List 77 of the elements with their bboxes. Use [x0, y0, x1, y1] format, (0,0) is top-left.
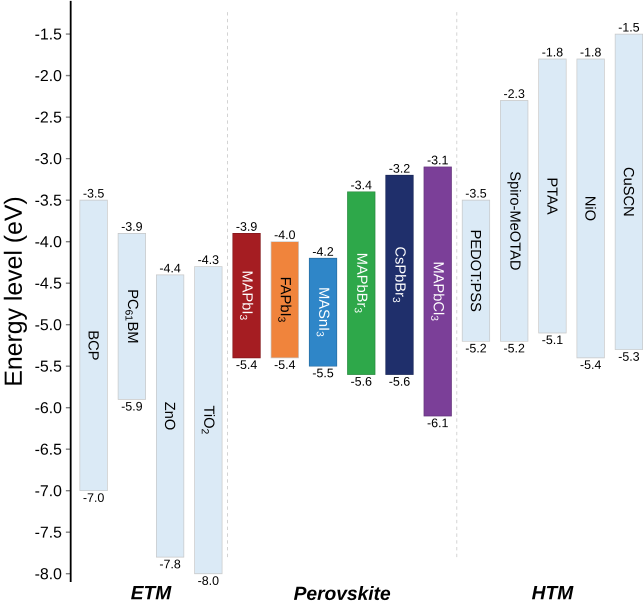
annotation: -5.4	[274, 360, 296, 370]
x-tick-label: BCP	[88, 332, 99, 360]
annotation: -5.4	[580, 360, 601, 370]
x-tick-label: PEDOT:PSS	[470, 230, 482, 312]
bar	[80, 200, 108, 492]
annotation: -5.4	[236, 360, 257, 370]
x-tick-label: FAPbI$_{3}$	[278, 278, 292, 322]
x-tick-label: PTAA	[547, 178, 558, 215]
annotation: -3.9	[236, 222, 257, 231]
bar	[308, 258, 338, 367]
y-axis-title: Energy level (eV)	[4, 198, 27, 385]
y-tick-label: -3.0	[35, 153, 62, 164]
annotation: -4.4	[160, 264, 180, 272]
y-tick-label: -4.0	[35, 236, 62, 248]
y-tick-label: -2.0	[35, 70, 62, 82]
y-tick-label: -3.5	[35, 194, 62, 206]
bar	[576, 58, 605, 358]
x-tick-label: MAPbI$_{3}$	[240, 272, 254, 320]
x-tick-label: MAPbCl$_{3}$	[431, 262, 444, 321]
x-tick-label: TiO$_{2}$	[202, 406, 215, 434]
annotation: -2.3	[504, 89, 524, 98]
annotation: -6.1	[428, 418, 448, 428]
annotation: -5.6	[389, 377, 410, 386]
annotation: -5.1	[542, 336, 563, 344]
bar	[347, 192, 376, 375]
annotation: -5.3	[618, 352, 640, 361]
y-tick-label: -2.5	[35, 112, 62, 123]
annotation: -3.4	[351, 180, 372, 190]
x-tick-label: MASnI$_{3}$	[316, 288, 330, 336]
bar	[462, 200, 490, 342]
y-tick-label: -8.0	[35, 568, 62, 580]
x-tick-label: CsPbBr$_{3}$	[392, 247, 406, 302]
y-tick-label: -5.5	[35, 360, 62, 372]
annotation: -4.0	[274, 230, 295, 240]
bar	[270, 241, 299, 358]
annotation: -7.8	[160, 560, 180, 568]
annotation: -1.5	[618, 23, 640, 32]
x-tick-label: MAPbBr$_{3}$	[354, 254, 368, 313]
annotation: -3.5	[83, 188, 104, 198]
annotation: -5.5	[312, 368, 334, 378]
x-tick-label: CuSCN	[624, 168, 634, 216]
annotation: -1.8	[542, 48, 563, 57]
bar	[500, 100, 528, 342]
y-tick-label: -6.5	[35, 444, 62, 455]
y-tick-label: -7.0	[35, 485, 62, 496]
bar	[538, 58, 567, 334]
annotation: -4.2	[312, 247, 334, 256]
annotation: -5.2	[504, 344, 524, 353]
annotation: -3.1	[428, 156, 448, 165]
y-tick-label: -6.0	[35, 402, 62, 414]
x-tick-label: ZnO	[164, 402, 176, 430]
bar	[156, 274, 184, 558]
bar	[232, 233, 261, 358]
text: Perovskite	[294, 586, 390, 600]
annotation: -3.5	[466, 188, 486, 198]
x-tick-label: Spiro-MeOTAD	[507, 172, 522, 270]
x-tick-label: NiO	[585, 197, 596, 220]
y-tick-label: -4.5	[35, 278, 62, 289]
text: ETM	[131, 586, 172, 600]
annotation: -3.9	[122, 222, 142, 231]
bar	[424, 166, 452, 416]
x-tick-label: PC$_{61}$BM	[125, 290, 138, 342]
bar	[194, 266, 222, 574]
annotation: -5.2	[466, 344, 486, 353]
annotation: -5.9	[122, 402, 142, 411]
y-tick-label: -5.0	[35, 319, 62, 330]
bar	[385, 174, 414, 375]
text: HTM	[532, 586, 574, 600]
annotation: -3.2	[389, 164, 410, 173]
y-tick-label: -1.5	[35, 28, 62, 40]
bar	[118, 233, 146, 400]
annotation: -5.6	[351, 377, 372, 386]
annotation: -4.3	[198, 255, 218, 264]
annotation: -8.0	[198, 576, 219, 586]
annotation: -7.0	[83, 493, 104, 502]
annotation: -1.8	[580, 48, 601, 57]
y-tick-label: -7.5	[35, 526, 62, 538]
